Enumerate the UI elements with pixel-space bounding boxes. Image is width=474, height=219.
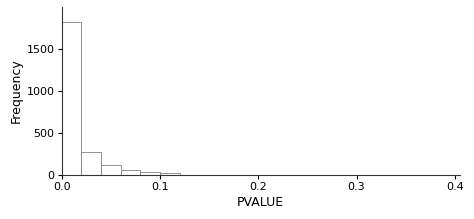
- Y-axis label: Frequency: Frequency: [9, 58, 22, 123]
- Bar: [120, 170, 140, 175]
- Bar: [101, 165, 120, 175]
- X-axis label: PVALUE: PVALUE: [237, 196, 284, 209]
- Bar: [62, 22, 81, 175]
- Bar: [140, 172, 160, 175]
- Bar: [160, 173, 180, 175]
- Bar: [81, 152, 101, 175]
